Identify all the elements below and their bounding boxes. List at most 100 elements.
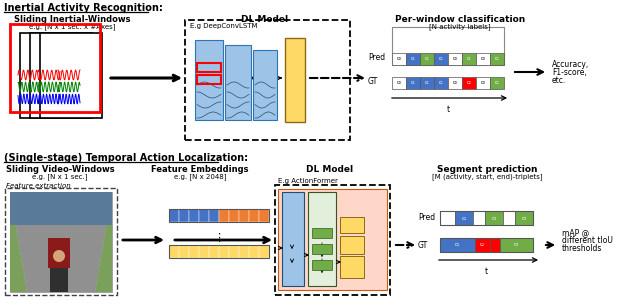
Polygon shape xyxy=(10,192,27,292)
Text: c₁: c₁ xyxy=(461,216,467,221)
Text: c₁: c₁ xyxy=(455,242,460,247)
Text: c₃: c₃ xyxy=(522,216,527,221)
Bar xyxy=(239,245,249,258)
Bar xyxy=(434,77,448,89)
Bar xyxy=(440,211,455,225)
Text: Per-window classification: Per-window classification xyxy=(395,15,525,24)
Bar xyxy=(312,260,332,270)
Bar xyxy=(259,245,269,258)
Bar xyxy=(406,77,420,89)
Bar xyxy=(50,268,68,292)
Text: c₁: c₁ xyxy=(424,56,429,62)
Text: Inertial Activity Recognition:: Inertial Activity Recognition: xyxy=(4,3,163,13)
Bar xyxy=(10,192,112,292)
Bar xyxy=(340,217,364,233)
Bar xyxy=(462,77,476,89)
Text: e.g. [N x 2048]: e.g. [N x 2048] xyxy=(173,173,227,180)
Bar xyxy=(219,245,229,258)
Text: c₂: c₂ xyxy=(480,242,485,247)
Circle shape xyxy=(53,250,65,262)
Bar xyxy=(249,245,259,258)
Text: c₁: c₁ xyxy=(424,81,429,85)
Bar xyxy=(259,209,269,222)
Bar xyxy=(209,245,219,258)
Bar xyxy=(392,27,504,65)
Text: etc.: etc. xyxy=(552,76,566,85)
Bar xyxy=(253,50,277,120)
Bar xyxy=(420,53,434,65)
Text: c₀: c₀ xyxy=(452,81,458,85)
Bar xyxy=(392,53,406,65)
Bar xyxy=(179,209,189,222)
Bar xyxy=(392,77,406,89)
Text: different tIoU: different tIoU xyxy=(562,236,613,245)
Bar xyxy=(219,209,229,222)
Bar xyxy=(169,245,179,258)
Text: c₀: c₀ xyxy=(481,56,486,62)
Text: c₁: c₁ xyxy=(411,81,415,85)
Bar xyxy=(476,77,490,89)
Bar xyxy=(440,211,533,225)
Bar xyxy=(406,53,420,65)
Text: Sliding Video-Windows: Sliding Video-Windows xyxy=(6,165,115,174)
Bar xyxy=(448,77,462,89)
Bar xyxy=(169,209,269,222)
Bar xyxy=(515,211,533,225)
Text: Feature Embeddings: Feature Embeddings xyxy=(151,165,249,174)
Bar xyxy=(209,209,219,222)
Bar xyxy=(462,53,476,65)
Bar xyxy=(485,211,503,225)
Bar xyxy=(476,53,490,65)
Bar xyxy=(229,209,239,222)
Bar xyxy=(420,77,434,89)
Bar xyxy=(308,192,336,286)
Text: c₃: c₃ xyxy=(514,242,519,247)
Bar xyxy=(490,77,504,89)
Text: c₀: c₀ xyxy=(481,81,486,85)
Bar xyxy=(455,211,473,225)
Bar xyxy=(40,33,102,118)
Bar xyxy=(282,192,304,286)
Bar xyxy=(197,63,221,72)
Bar xyxy=(440,238,475,252)
Bar xyxy=(473,211,485,225)
Text: DL Model: DL Model xyxy=(307,165,353,174)
Text: c₁: c₁ xyxy=(438,81,444,85)
Bar xyxy=(490,53,504,65)
Text: E.g ActionFormer: E.g ActionFormer xyxy=(278,178,338,184)
Text: [M (activity, start, end)-triplets]: [M (activity, start, end)-triplets] xyxy=(432,173,542,180)
Text: Feature extraction: Feature extraction xyxy=(6,183,71,189)
Bar xyxy=(249,209,259,222)
Bar xyxy=(30,33,92,118)
Bar xyxy=(475,238,490,252)
Bar xyxy=(20,33,82,118)
Bar xyxy=(312,228,332,238)
Bar xyxy=(239,209,249,222)
Text: c₀: c₀ xyxy=(452,56,458,62)
Text: c₁: c₁ xyxy=(411,56,415,62)
Polygon shape xyxy=(10,192,112,292)
Text: DL Model: DL Model xyxy=(241,15,289,24)
Bar xyxy=(169,245,269,258)
Bar xyxy=(503,211,515,225)
Text: Sliding Inertial-Windows: Sliding Inertial-Windows xyxy=(13,15,131,24)
Bar xyxy=(312,244,332,254)
Text: Accuracy,: Accuracy, xyxy=(552,60,589,69)
Bar xyxy=(10,192,112,225)
Text: (Single-stage) Temporal Action Localization:: (Single-stage) Temporal Action Localizat… xyxy=(4,153,248,163)
Text: c₁: c₁ xyxy=(438,56,444,62)
Bar xyxy=(195,40,223,120)
Bar xyxy=(285,38,305,122)
Text: thresholds: thresholds xyxy=(562,244,602,253)
Bar xyxy=(179,245,189,258)
Text: e.g. [N x 1 sec. x #Axes]: e.g. [N x 1 sec. x #Axes] xyxy=(29,23,115,30)
Text: Pred: Pred xyxy=(368,53,385,63)
Text: e.g. [N x 1 sec.]: e.g. [N x 1 sec.] xyxy=(32,173,88,180)
Text: c₁: c₁ xyxy=(495,81,499,85)
Text: Segment prediction: Segment prediction xyxy=(436,165,537,174)
Text: GT: GT xyxy=(368,77,378,87)
Text: t: t xyxy=(485,267,488,276)
Bar xyxy=(10,24,100,112)
Text: Pred: Pred xyxy=(418,214,435,223)
Text: c₂: c₂ xyxy=(467,81,472,85)
